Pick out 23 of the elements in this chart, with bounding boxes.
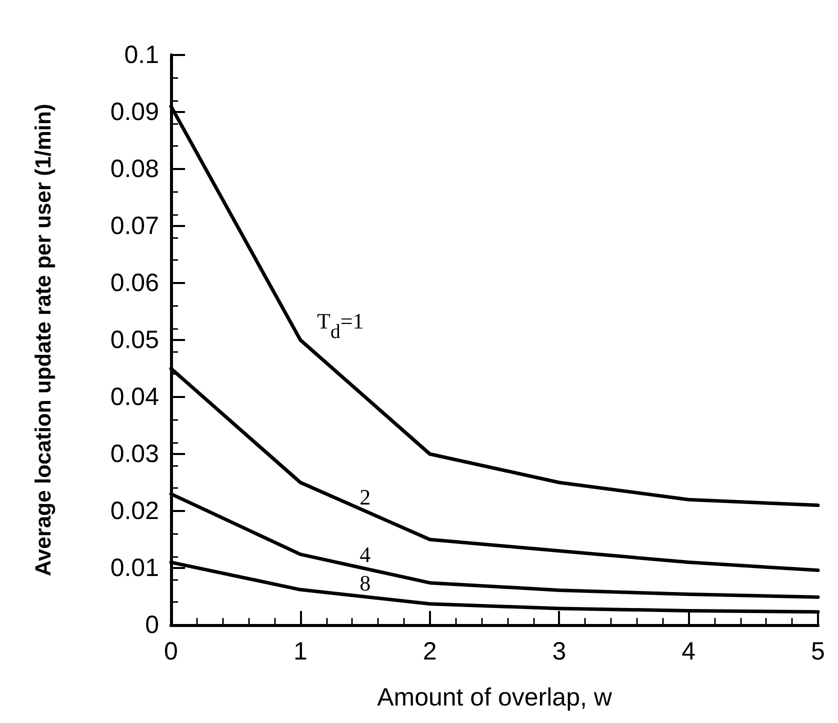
- x-tick-label: 4: [682, 638, 696, 666]
- y-tick-label: 0.01: [110, 554, 159, 582]
- series-label: 2: [360, 484, 371, 510]
- y-tick-label: 0.06: [110, 269, 159, 297]
- y-tick-label: 0.07: [110, 212, 159, 240]
- x-tick-label: 3: [552, 638, 566, 666]
- y-tick-label: 0.04: [110, 383, 160, 411]
- series-label: 8: [360, 570, 371, 596]
- x-tick-label: 2: [422, 638, 437, 666]
- series-label: 4: [360, 542, 371, 568]
- y-axis-title: Average location update rate per user (1/min): [30, 104, 56, 576]
- y-tick-label: 0: [145, 611, 159, 639]
- x-tick-label: 1: [293, 638, 308, 666]
- y-tick-label: 0.05: [110, 326, 159, 354]
- y-tick-label: 0.03: [110, 440, 159, 468]
- y-tick-label: 0.02: [110, 497, 159, 525]
- y-tick-label: 0.09: [110, 98, 159, 126]
- x-tick-label: 5: [811, 638, 825, 666]
- x-tick-label: 0: [164, 638, 178, 666]
- y-tick-label: 0.08: [110, 155, 159, 183]
- y-tick-label: 0.1: [124, 41, 159, 69]
- series-label: Td=1: [316, 308, 364, 343]
- x-axis-title: Amount of overlap, w: [377, 684, 613, 712]
